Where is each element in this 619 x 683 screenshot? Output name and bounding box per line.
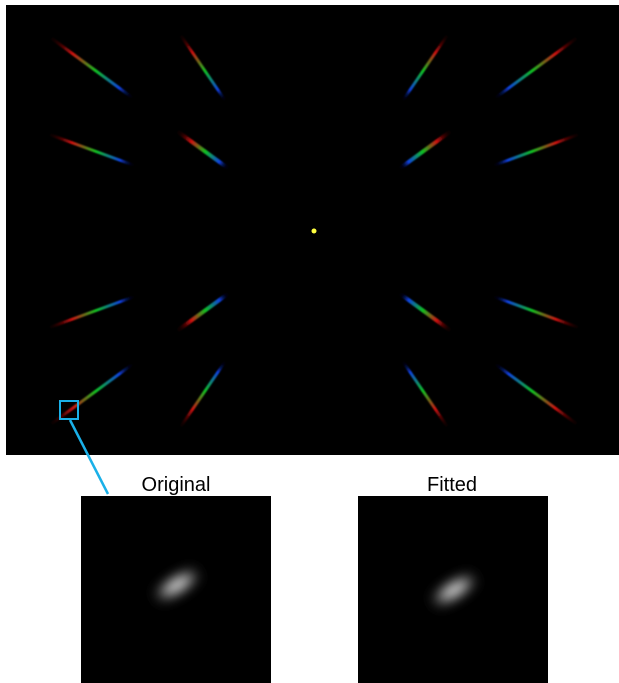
figure: Original Fitted: [0, 0, 619, 683]
panel-label: Original: [142, 474, 211, 496]
page: Original Fitted (() => { const data = JS…: [0, 0, 619, 683]
panel-label: Fitted: [427, 474, 477, 496]
center-spot: [312, 229, 317, 234]
